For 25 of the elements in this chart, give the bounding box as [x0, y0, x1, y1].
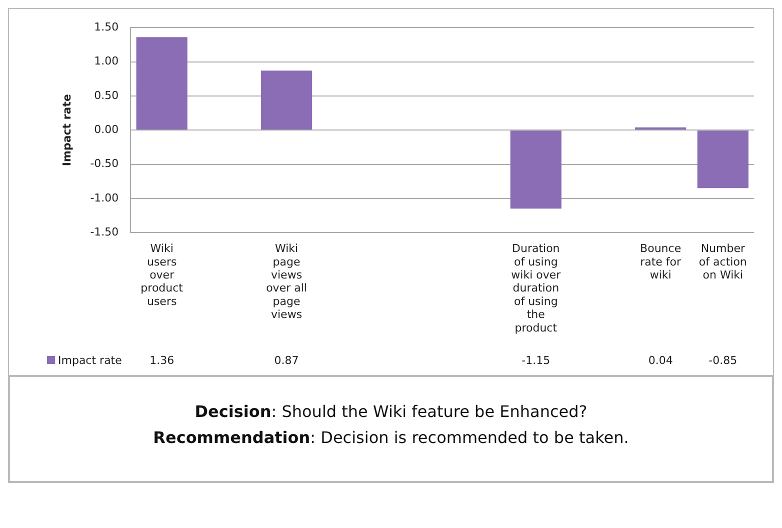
y-tick-label: 0.50	[94, 88, 119, 102]
y-tick-label: -1.50	[90, 225, 119, 238]
x-tick-label: Wiki page views over all page views	[266, 242, 307, 322]
data-label: -1.15	[522, 354, 550, 367]
bar	[697, 130, 748, 188]
text: Recommendation: Decision is recommended to be taken.	[152, 427, 630, 449]
data-label: -0.85	[708, 354, 738, 367]
data-label: 0.04	[648, 354, 673, 367]
y-tick-label: -0.50	[90, 157, 119, 170]
bar	[136, 37, 188, 130]
y-axis-title: Impact rate	[60, 94, 74, 166]
text: Decision: Should the Wiki feature be Enhanced?	[194, 401, 588, 423]
x-tick-label: Duration of using wiki over duration of using the product	[511, 242, 562, 334]
x-tick-label: Wiki users over product users	[140, 242, 184, 308]
bar	[510, 130, 562, 209]
data-label: 0.87	[274, 354, 299, 367]
y-tick-label: 1.50	[94, 20, 119, 34]
y-tick-label: 1.00	[94, 54, 119, 68]
y-tick-label: 0.00	[94, 122, 119, 136]
y-tick-label: -1.00	[90, 191, 119, 204]
x-tick-label: Bounce rate for wiki	[640, 242, 682, 282]
data-label: 1.36	[150, 354, 174, 367]
legend-label: Impact rate	[58, 354, 122, 367]
bar	[260, 70, 312, 130]
x-tick-label: Number of action on Wiki	[698, 242, 747, 282]
